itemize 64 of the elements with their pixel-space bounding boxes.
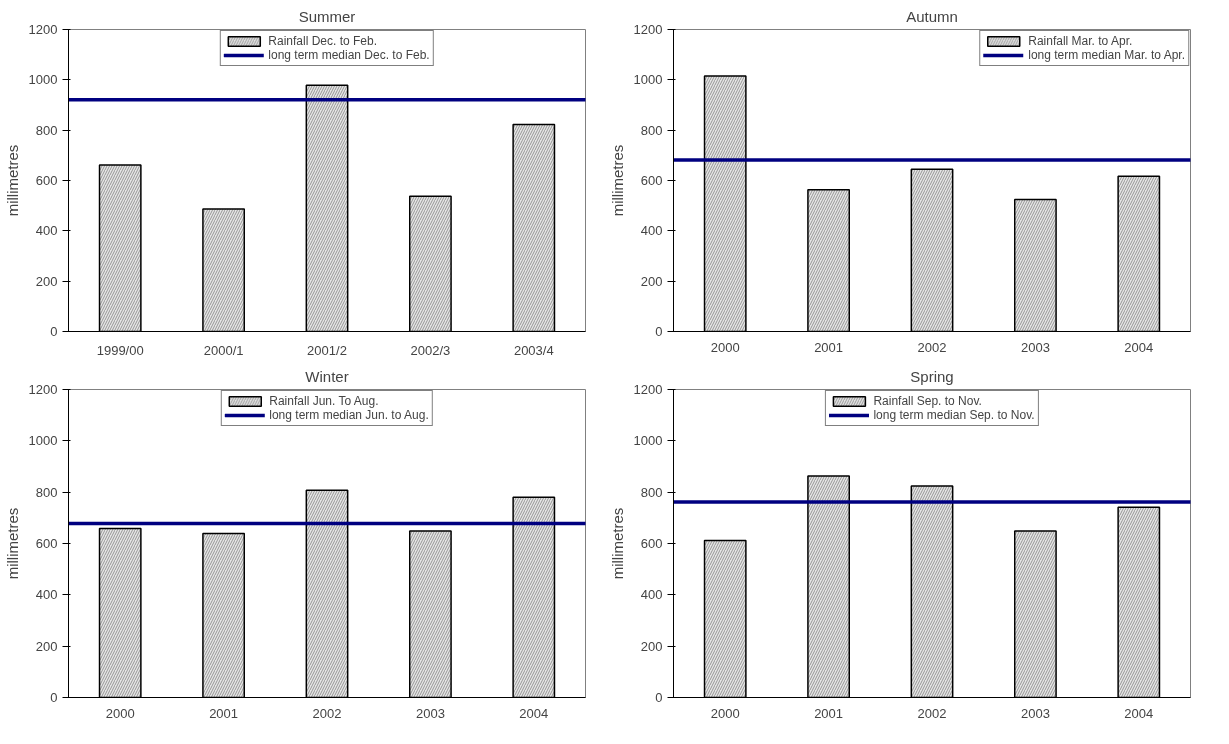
x-tick-label: 2003/4: [513, 342, 554, 358]
y-tick-label: 800: [640, 484, 663, 500]
x-tick-label: 2001: [814, 705, 844, 721]
legend-label: Rainfall Jun. To Aug.: [269, 394, 379, 408]
legend-label: Rainfall Mar. to Apr.: [1028, 34, 1133, 48]
x-tick-label: 2004: [1124, 705, 1154, 721]
legend-label: long term median Dec. to Feb.: [268, 48, 430, 62]
y-tick-label: 600: [640, 173, 663, 188]
y-tick-label: 0: [50, 324, 58, 339]
x-tick-label: 1999/00: [96, 342, 144, 358]
x-tick-label: 2002: [917, 339, 947, 355]
x-tick-label: 2000: [710, 705, 740, 721]
x-tick-label: 2002/3: [410, 342, 451, 358]
x-tick-label: 2003: [1020, 339, 1050, 355]
x-tick-label: 2001: [814, 339, 844, 355]
y-tick-label: 600: [35, 536, 58, 551]
chart-title: Winter: [305, 367, 349, 385]
legend-label: Rainfall Dec. to Feb.: [268, 34, 378, 48]
y-axis-title: millimetres: [608, 507, 626, 580]
y-tick-label: 1000: [633, 433, 663, 449]
y-tick-label: 800: [35, 122, 58, 138]
x-tick-label: 2004: [1124, 339, 1154, 355]
y-tick-label: 200: [35, 638, 58, 654]
y-tick-label: 600: [640, 536, 663, 551]
y-tick-label: 600: [35, 173, 58, 188]
y-tick-label: 0: [655, 690, 663, 705]
y-tick-label: 0: [655, 324, 663, 339]
y-tick-label: 1000: [28, 72, 58, 88]
x-tick-label: 2002: [312, 705, 342, 721]
legend-label: Rainfall Sep. to Nov.: [873, 394, 982, 408]
y-tick-label: 1200: [633, 22, 663, 37]
y-tick-label: 0: [50, 690, 58, 705]
x-tick-label: 2001: [209, 705, 239, 721]
y-axis-title: millimetres: [3, 144, 21, 217]
x-tick-label: 2002: [917, 705, 947, 721]
legend-label: long term median Jun. to Aug.: [269, 408, 429, 422]
y-tick-label: 1200: [633, 382, 663, 397]
chart-title: Summer: [298, 7, 356, 25]
y-tick-label: 200: [640, 638, 663, 654]
x-tick-label: 2000/1: [203, 342, 244, 358]
x-tick-label: 2003: [1020, 705, 1050, 721]
x-tick-label: 2000: [710, 339, 740, 355]
y-tick-label: 1200: [28, 382, 58, 397]
y-tick-label: 1000: [28, 433, 58, 449]
x-tick-label: 2000: [105, 705, 135, 721]
y-axis-title: millimetres: [608, 144, 626, 217]
chart-title: Spring: [910, 367, 954, 385]
y-tick-label: 400: [35, 223, 58, 239]
x-tick-label: 2001/2: [307, 342, 347, 358]
y-tick-label: 800: [35, 484, 58, 500]
y-tick-label: 400: [640, 223, 663, 239]
legend-label: long term median Mar. to Apr.: [1028, 48, 1185, 62]
y-tick-label: 400: [35, 587, 58, 603]
x-tick-label: 2004: [519, 705, 549, 721]
x-tick-label: 2003: [415, 705, 445, 721]
y-tick-label: 1200: [28, 22, 58, 37]
y-tick-label: 800: [640, 122, 663, 138]
y-tick-label: 400: [640, 587, 663, 603]
y-tick-label: 1000: [633, 72, 663, 88]
legend-label: long term median Sep. to Nov.: [873, 408, 1035, 422]
y-axis-title: millimetres: [3, 507, 21, 580]
y-tick-label: 200: [640, 273, 663, 289]
chart-title: Autumn: [906, 7, 958, 25]
y-tick-label: 200: [35, 273, 58, 289]
